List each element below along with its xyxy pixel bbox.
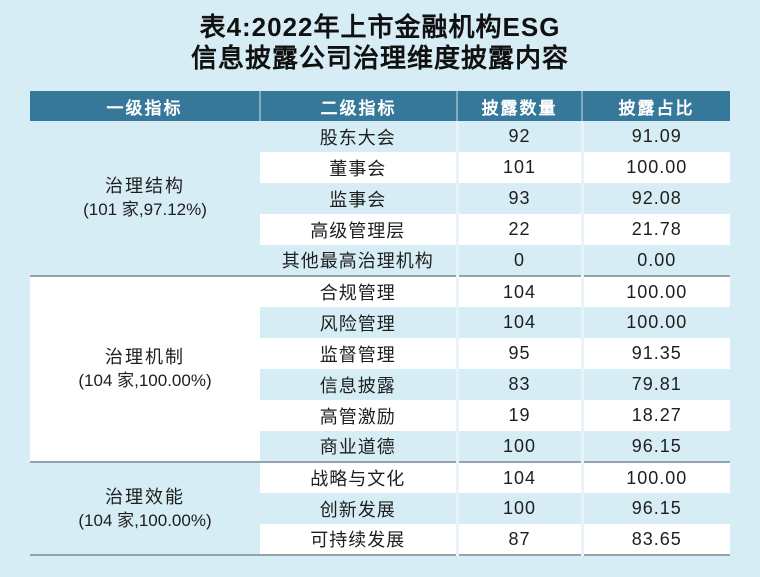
disclosure-count-cell: 0 [455, 245, 582, 276]
disclosure-ratio-cell: 100.00 [580, 461, 730, 493]
secondary-indicator-cell: 战略与文化 [260, 461, 457, 493]
disclosure-ratio-cell: 79.81 [580, 369, 730, 400]
secondary-indicator-cell: 可持续发展 [260, 524, 457, 555]
table-row: 可持续发展 87 83.65 [30, 524, 730, 555]
disclosure-ratio-cell: 100.00 [580, 152, 730, 183]
secondary-indicator-cell: 其他最高治理机构 [260, 245, 457, 276]
header-disclosure-count: 披露数量 [456, 91, 582, 121]
disclosure-ratio-cell: 96.15 [580, 431, 730, 462]
secondary-indicator-cell: 合规管理 [260, 275, 457, 307]
disclosure-ratio-cell: 96.15 [580, 493, 730, 524]
disclosure-ratio-cell: 92.08 [580, 183, 730, 214]
table-row: 董事会 101 100.00 [30, 152, 730, 183]
disclosure-count-cell: 101 [455, 152, 582, 183]
disclosure-count-cell: 100 [455, 431, 582, 462]
table-row: 监督管理 95 91.35 [30, 338, 730, 369]
secondary-indicator-cell: 商业道德 [260, 431, 457, 462]
disclosure-ratio-cell: 100.00 [580, 307, 730, 338]
secondary-indicator-cell: 监督管理 [260, 338, 457, 369]
table-row: 治理结构 (101 家,97.12%) 股东大会 92 91.09 [30, 121, 730, 276]
disclosure-count-cell: 87 [455, 524, 582, 555]
disclosure-count-cell: 19 [455, 400, 582, 431]
disclosure-count-cell: 95 [455, 338, 582, 369]
disclosure-count-cell: 104 [455, 307, 582, 338]
primary-indicator-name: 治理效能 [105, 486, 185, 507]
disclosure-count-cell: 104 [455, 461, 582, 493]
table-row: 治理效能 (104 家,100.00%) 战略与文化 104 100.00 [30, 461, 730, 555]
secondary-indicator-cell: 创新发展 [260, 493, 457, 524]
primary-indicator-cell: 治理结构 (101 家,97.12%) [30, 121, 260, 276]
primary-indicator-name: 治理结构 [105, 176, 185, 196]
header-secondary-indicator: 二级指标 [259, 91, 457, 121]
disclosure-count-cell: 22 [455, 214, 582, 245]
table-row: 监事会 93 92.08 [30, 183, 730, 214]
disclosure-ratio-cell: 0.00 [580, 245, 730, 276]
disclosure-ratio-cell: 21.78 [580, 214, 730, 245]
primary-indicator-stats: (101 家,97.12%) [83, 200, 207, 219]
disclosure-count-cell: 100 [455, 493, 582, 524]
primary-indicator-cell: 治理机制 (104 家,100.00%) [30, 275, 260, 462]
secondary-indicator-cell: 风险管理 [260, 307, 457, 338]
primary-indicator-cell: 治理效能 (104 家,100.00%) [30, 461, 260, 555]
disclosure-ratio-cell: 91.35 [580, 338, 730, 369]
disclosure-ratio-cell: 91.09 [580, 121, 730, 152]
table-row: 高级管理层 22 21.78 [30, 214, 730, 245]
table-row: 其他最高治理机构 0 0.00 [30, 245, 730, 276]
table-row: 治理机制 (104 家,100.00%) 合规管理 104 100.00 [30, 275, 730, 462]
table-row: 高管激励 19 18.27 [30, 400, 730, 431]
table-header: 一级指标 二级指标 披露数量 披露占比 [30, 91, 730, 121]
disclosure-count-cell: 92 [455, 121, 582, 152]
disclosure-ratio-cell: 18.27 [580, 400, 730, 431]
disclosure-count-cell: 104 [455, 275, 582, 307]
table-row: 创新发展 100 96.15 [30, 493, 730, 524]
secondary-indicator-cell: 股东大会 [260, 121, 457, 152]
secondary-indicator-cell: 董事会 [260, 152, 457, 183]
table-body: 治理结构 (101 家,97.12%) 股东大会 92 91.09 董事会 101 100.0… [30, 121, 730, 555]
document-page: { "colors":{ "page_bg":"#d7edf6", "heade… [0, 12, 760, 577]
primary-indicator-stats: (104 家,100.00%) [78, 510, 212, 530]
disclosure-ratio-cell: 83.65 [580, 524, 730, 555]
title-line-1: 表4:2022年上市金融机构ESG [199, 12, 561, 42]
disclosure-ratio-cell: 100.00 [580, 275, 730, 307]
secondary-indicator-cell: 监事会 [260, 183, 457, 214]
table-row: 信息披露 83 79.81 [30, 369, 730, 400]
disclosure-count-cell: 93 [455, 183, 582, 214]
header-row: 一级指标 二级指标 披露数量 披露占比 [30, 91, 730, 121]
title-line-2: 信息披露公司治理维度披露内容 [190, 43, 569, 73]
header-primary-indicator: 一级指标 [30, 91, 260, 121]
disclosure-count-cell: 83 [455, 369, 582, 400]
secondary-indicator-cell: 信息披露 [260, 369, 457, 400]
primary-indicator-stats: (104 家,100.00%) [78, 371, 212, 390]
page-title: 表4:2022年上市金融机构ESG 信息披露公司治理维度披露内容 [0, 12, 760, 74]
secondary-indicator-cell: 高级管理层 [260, 214, 457, 245]
table-row: 商业道德 100 96.15 [30, 431, 730, 462]
primary-indicator-name: 治理机制 [105, 347, 185, 367]
secondary-indicator-cell: 高管激励 [260, 400, 457, 431]
table-row: 风险管理 104 100.00 [30, 307, 730, 338]
esg-governance-disclosure-table: 一级指标 二级指标 披露数量 披露占比 治理结构 (101 家,97.12%) 股东… [30, 91, 730, 556]
header-disclosure-ratio: 披露占比 [581, 91, 730, 121]
